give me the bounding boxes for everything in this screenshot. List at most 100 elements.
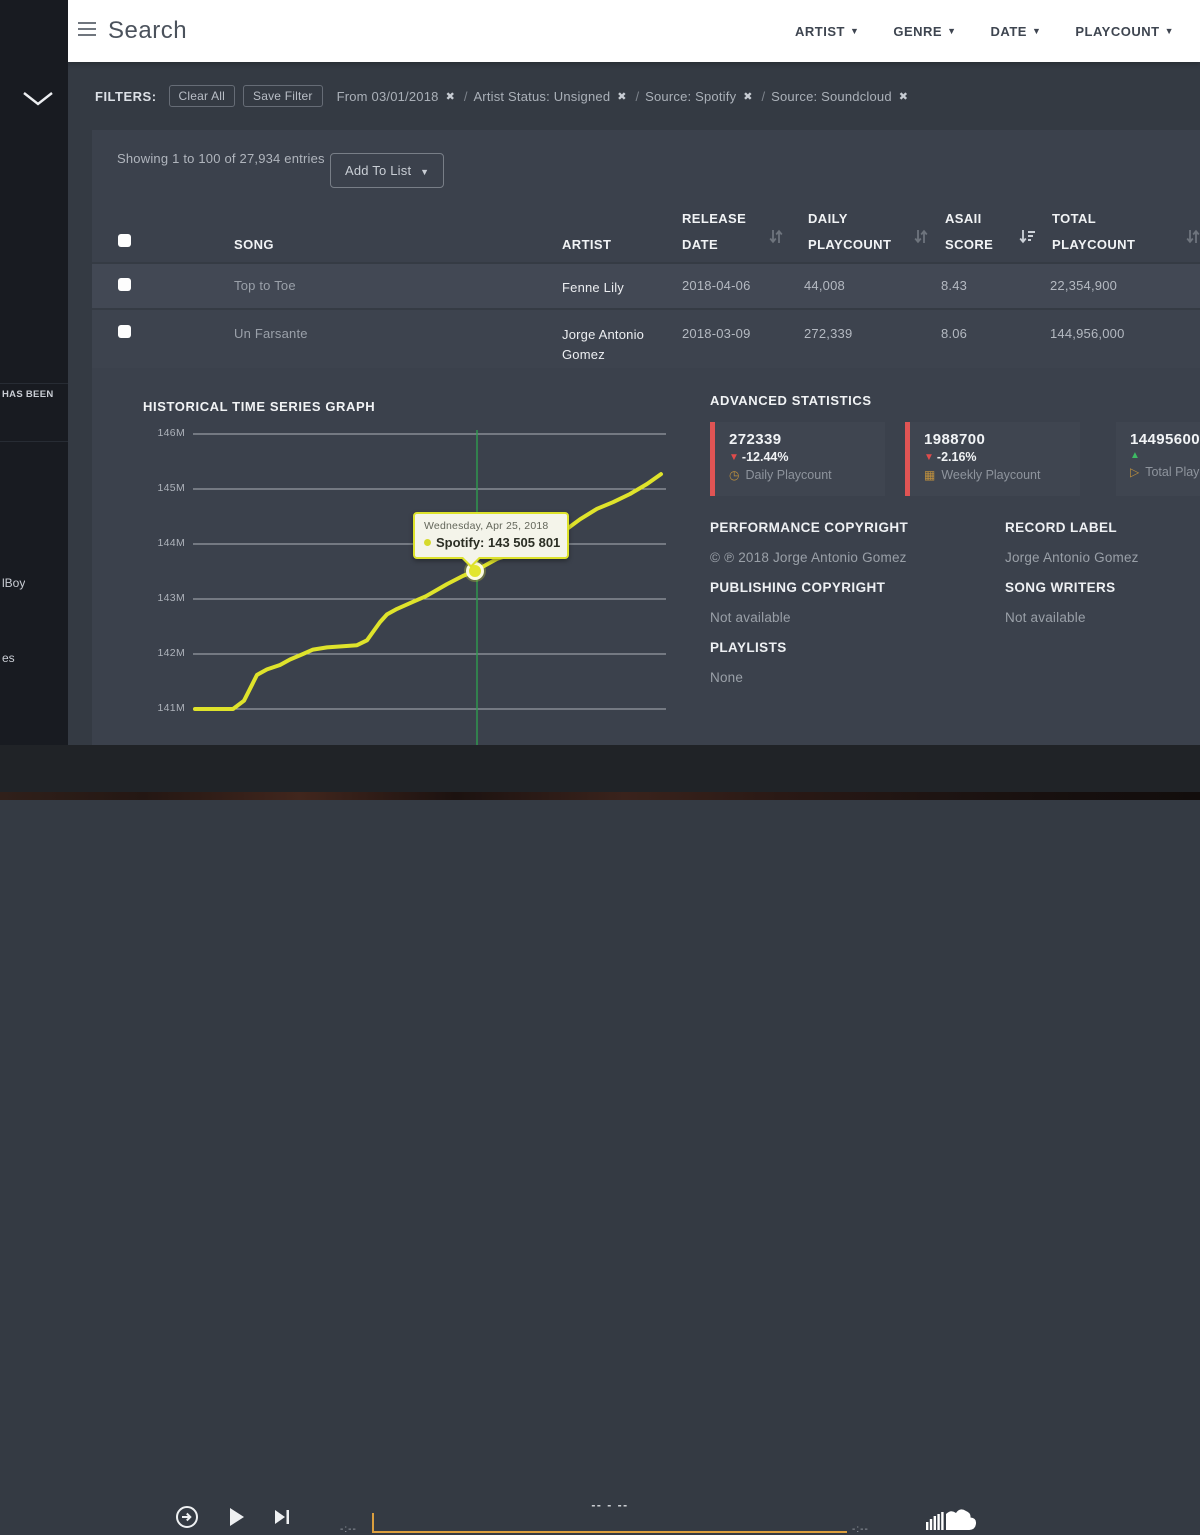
stat-card-daily-playcount: 272339 ▼ -12.44% ◷ Daily Playcount: [710, 422, 885, 496]
stat-value: 144956000: [1130, 431, 1200, 448]
autoplay-icon[interactable]: [175, 1505, 199, 1529]
play-outline-icon: ▷: [1130, 465, 1140, 479]
table-row[interactable]: Un Farsante Jorge Antonio Gomez 2018-03-…: [92, 308, 1200, 368]
y-tick-label: 145M: [157, 482, 185, 494]
stat-card-1-trend-arrow: ▼: [924, 451, 934, 463]
nav-genre-dropdown[interactable]: GENRE ▼: [893, 23, 957, 39]
chevron-down-icon: ▼: [420, 167, 430, 177]
results-count: Showing 1 to 100 of 27,934 entries: [117, 151, 325, 166]
publishing-copyright-heading: PUBLISHING COPYRIGHT: [710, 580, 886, 595]
stat-label-text: Daily Playcount: [745, 468, 832, 482]
row-checkbox[interactable]: [118, 278, 131, 291]
record-label-value: Jorge Antonio Gomez: [1005, 550, 1139, 565]
top-bar: Search ARTIST ▼ GENRE ▼ DATE ▼ PLAYCOUNT…: [68, 0, 1200, 62]
background-photo-strip: [0, 792, 1200, 800]
filter-separator: /: [463, 88, 468, 104]
soundcloud-icon[interactable]: [926, 1502, 980, 1532]
play-button[interactable]: [228, 1507, 246, 1527]
chevron-down-icon: ▼: [1031, 26, 1042, 36]
stat-value: 272339: [729, 431, 782, 448]
chevron-down-icon: ▼: [947, 26, 957, 36]
clock-icon: ◷: [729, 468, 740, 482]
filter-separator: /: [635, 88, 640, 104]
save-filter-button[interactable]: Save Filter: [243, 85, 323, 107]
column-header-daily-playcount[interactable]: DAILY PLAYCOUNT: [808, 211, 892, 252]
filter-chip: Artist Status: Unsigned: [473, 88, 611, 104]
performance-copyright-value: © ℗ 2018 Jorge Antonio Gomez: [710, 550, 907, 565]
add-to-list-button[interactable]: Add To List ▼: [330, 153, 445, 188]
playlists-heading: PLAYLISTS: [710, 640, 787, 655]
nav-date-dropdown[interactable]: DATE ▼: [990, 23, 1042, 39]
stat-card-weekly-playcount: 1988700 ▼ -2.16% ▦ Weekly Playcount: [905, 422, 1080, 496]
filter-chip: Source: Spotify: [645, 88, 737, 104]
y-tick-label: 141M: [157, 702, 185, 714]
sort-icon[interactable]: [913, 228, 929, 245]
y-tick-label: 146M: [157, 427, 185, 439]
total-playcount-cell: 144,956,000: [1050, 326, 1125, 341]
hamburger-menu-icon[interactable]: [78, 22, 96, 40]
sort-icon[interactable]: [1185, 228, 1200, 245]
clear-all-button[interactable]: Clear All: [168, 85, 236, 107]
stat-card-2-trend-arrow: ▲: [1130, 450, 1140, 461]
asaii-score-cell: 8.43: [941, 278, 968, 293]
sort-desc-active-icon[interactable]: [1018, 228, 1036, 245]
page-title: Search: [108, 17, 188, 44]
stat-card-0-trend-arrow: ▼: [729, 451, 739, 463]
sidebar-item-lboy[interactable]: lBoy: [2, 576, 26, 590]
stat-label-text: Total Playcount: [1145, 465, 1200, 479]
chevron-down-icon[interactable]: [21, 90, 55, 108]
song-writers-heading: SONG WRITERS: [1005, 580, 1116, 595]
filters-label: FILTERS:: [95, 88, 157, 104]
elapsed-time: -:--: [340, 1524, 357, 1535]
sort-icon[interactable]: [768, 228, 784, 245]
nav-playcount-dropdown[interactable]: PLAYCOUNT ▼: [1075, 23, 1174, 39]
sidebar-item-has-been[interactable]: HAS BEEN: [2, 389, 54, 400]
filter-chip: Source: Soundcloud: [771, 88, 892, 104]
sidebar-divider: [0, 383, 68, 384]
y-tick-label: 142M: [157, 647, 185, 659]
nav-artist-dropdown[interactable]: ARTIST ▼: [794, 23, 860, 39]
row-checkbox[interactable]: [118, 325, 131, 338]
total-playcount-cell: 22,354,900: [1050, 278, 1118, 293]
select-all-checkbox[interactable]: [118, 234, 131, 247]
remove-filter-icon[interactable]: ✖: [445, 90, 455, 103]
remove-filter-icon[interactable]: ✖: [898, 90, 909, 103]
song-cell: Un Farsante: [234, 326, 308, 341]
daily-playcount-cell: 272,339: [804, 326, 853, 341]
stat-card-total-playcount: 144956000 ▲ ▷ Total Playcount: [1116, 422, 1200, 496]
results-panel: Showing 1 to 100 of 27,934 entries Add T…: [92, 130, 1200, 745]
seek-bar[interactable]: [372, 1513, 847, 1533]
stat-trend-percent: -2.16%: [936, 450, 977, 464]
sidebar: HAS BEEN lBoy es: [0, 0, 68, 745]
sidebar-item-es[interactable]: es: [2, 651, 15, 665]
column-header-artist[interactable]: ARTIST: [562, 237, 612, 252]
series-dot-icon: [424, 539, 431, 546]
table-row[interactable]: Top to Toe Fenne Lily 2018-04-06 44,008 …: [92, 262, 1200, 308]
column-header-song[interactable]: SONG: [234, 237, 274, 252]
chevron-down-icon: ▼: [849, 26, 860, 36]
playlists-value: None: [710, 670, 744, 685]
release-date-cell: 2018-03-09: [682, 326, 751, 341]
remove-filter-icon[interactable]: ✖: [743, 90, 753, 103]
skip-next-button[interactable]: [274, 1508, 290, 1526]
tooltip-date: Wednesday, Apr 25, 2018: [424, 520, 549, 532]
remove-filter-icon[interactable]: ✖: [617, 90, 627, 103]
chart-tooltip: Wednesday, Apr 25, 2018 Spotify: 143 505…: [413, 512, 569, 568]
song-writers-value: Not available: [1005, 610, 1086, 625]
track-title: -- - --: [591, 1498, 629, 1512]
artist-cell: Jorge Antonio Gomez: [562, 327, 645, 362]
tooltip-value: Spotify: 143 505 801: [436, 535, 561, 550]
stat-trend-percent: -12.44%: [741, 450, 789, 464]
column-header-asaii-score[interactable]: ASAII SCORE: [945, 211, 994, 252]
top-nav: ARTIST ▼ GENRE ▼ DATE ▼ PLAYCOUNT ▼: [795, 0, 1174, 62]
filter-chip: From 03/01/2018: [336, 88, 439, 104]
artist-cell: Fenne Lily: [562, 280, 624, 295]
calendar-icon: ▦: [924, 468, 936, 482]
chart-title: HISTORICAL TIME SERIES GRAPH: [143, 399, 376, 414]
record-label-heading: RECORD LABEL: [1005, 520, 1118, 535]
y-tick-label: 144M: [157, 537, 185, 549]
column-header-release-date[interactable]: RELEASE DATE: [682, 211, 747, 252]
player-bar: -:-- -- - -- -:--: [0, 745, 1200, 1535]
release-date-cell: 2018-04-06: [682, 278, 751, 293]
column-header-total-playcount[interactable]: TOTAL PLAYCOUNT: [1052, 211, 1136, 252]
